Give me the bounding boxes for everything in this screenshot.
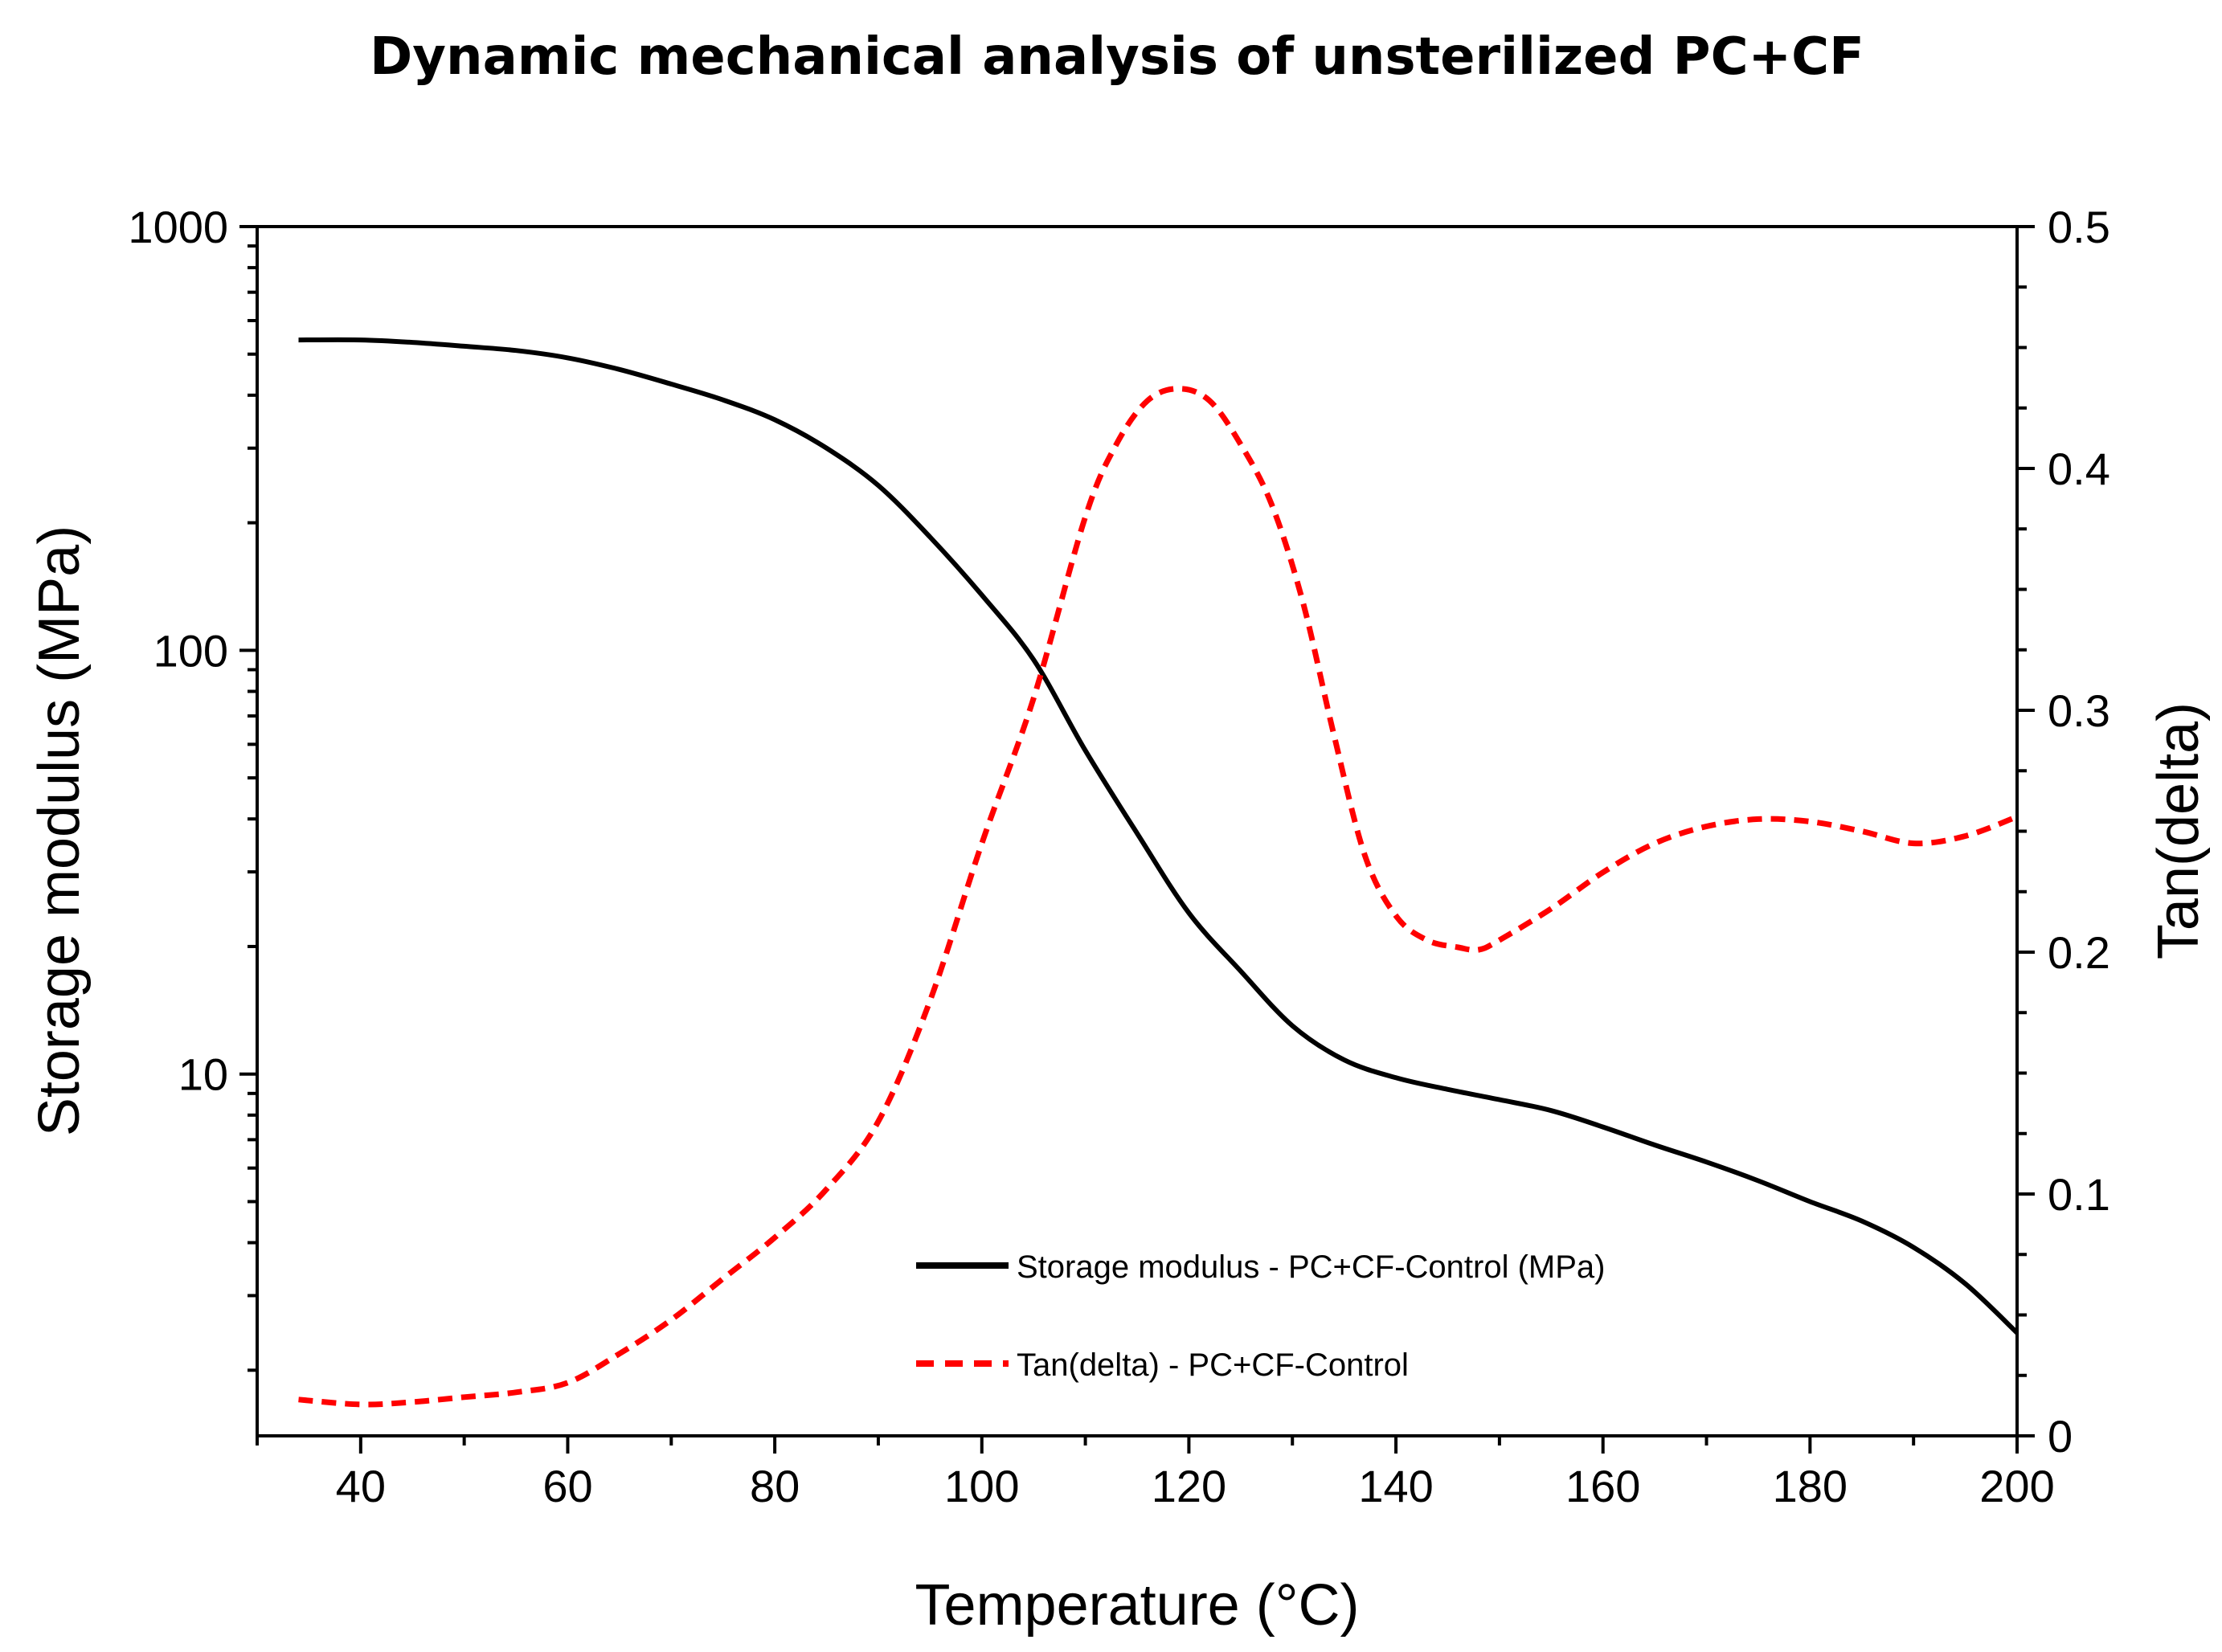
y2-tick-label-0: 0	[2048, 1411, 2073, 1462]
legend-label-tan-delta: Tan(delta) - PC+CF-Control	[1017, 1347, 1409, 1383]
x-axis-label: Temperature (°C)	[915, 1573, 1360, 1638]
x-tick-label-200: 200	[1979, 1461, 2054, 1511]
x-tick-label-60: 60	[542, 1461, 592, 1511]
x-tick-label-120: 120	[1152, 1461, 1226, 1511]
y2-tick-label-0.2: 0.2	[2048, 927, 2110, 978]
series-line-storage-modulus	[298, 337, 2019, 1335]
x-tick-label-160: 160	[1565, 1461, 1640, 1511]
x-tick-label-140: 140	[1358, 1461, 1433, 1511]
x-tick-label-40: 40	[336, 1461, 386, 1511]
chart-title: Dynamic mechanical analysis of unsterili…	[370, 27, 1864, 87]
y2-axis-label: Tan(delta)	[2146, 702, 2211, 959]
x-tick-label-100: 100	[944, 1461, 1019, 1511]
y-tick-label-1000: 1000	[128, 202, 228, 252]
x-tick-label-180: 180	[1773, 1461, 1848, 1511]
x-tick-label-80: 80	[750, 1461, 800, 1511]
y2-tick-label-0.1: 0.1	[2048, 1169, 2110, 1220]
y2-tick-label-0.5: 0.5	[2048, 202, 2110, 252]
y-tick-label-10: 10	[178, 1049, 228, 1100]
legend: Storage modulus - PC+CF-Control (MPa) Ta…	[916, 1249, 1605, 1383]
y-axis-label: Storage modulus (MPa)	[27, 525, 92, 1136]
legend-label-storage-modulus: Storage modulus - PC+CF-Control (MPa)	[1017, 1249, 1605, 1285]
y-tick-label-100: 100	[153, 625, 228, 676]
y2-tick-label-0.3: 0.3	[2048, 685, 2110, 736]
y2-tick-label-0.4: 0.4	[2048, 444, 2110, 494]
